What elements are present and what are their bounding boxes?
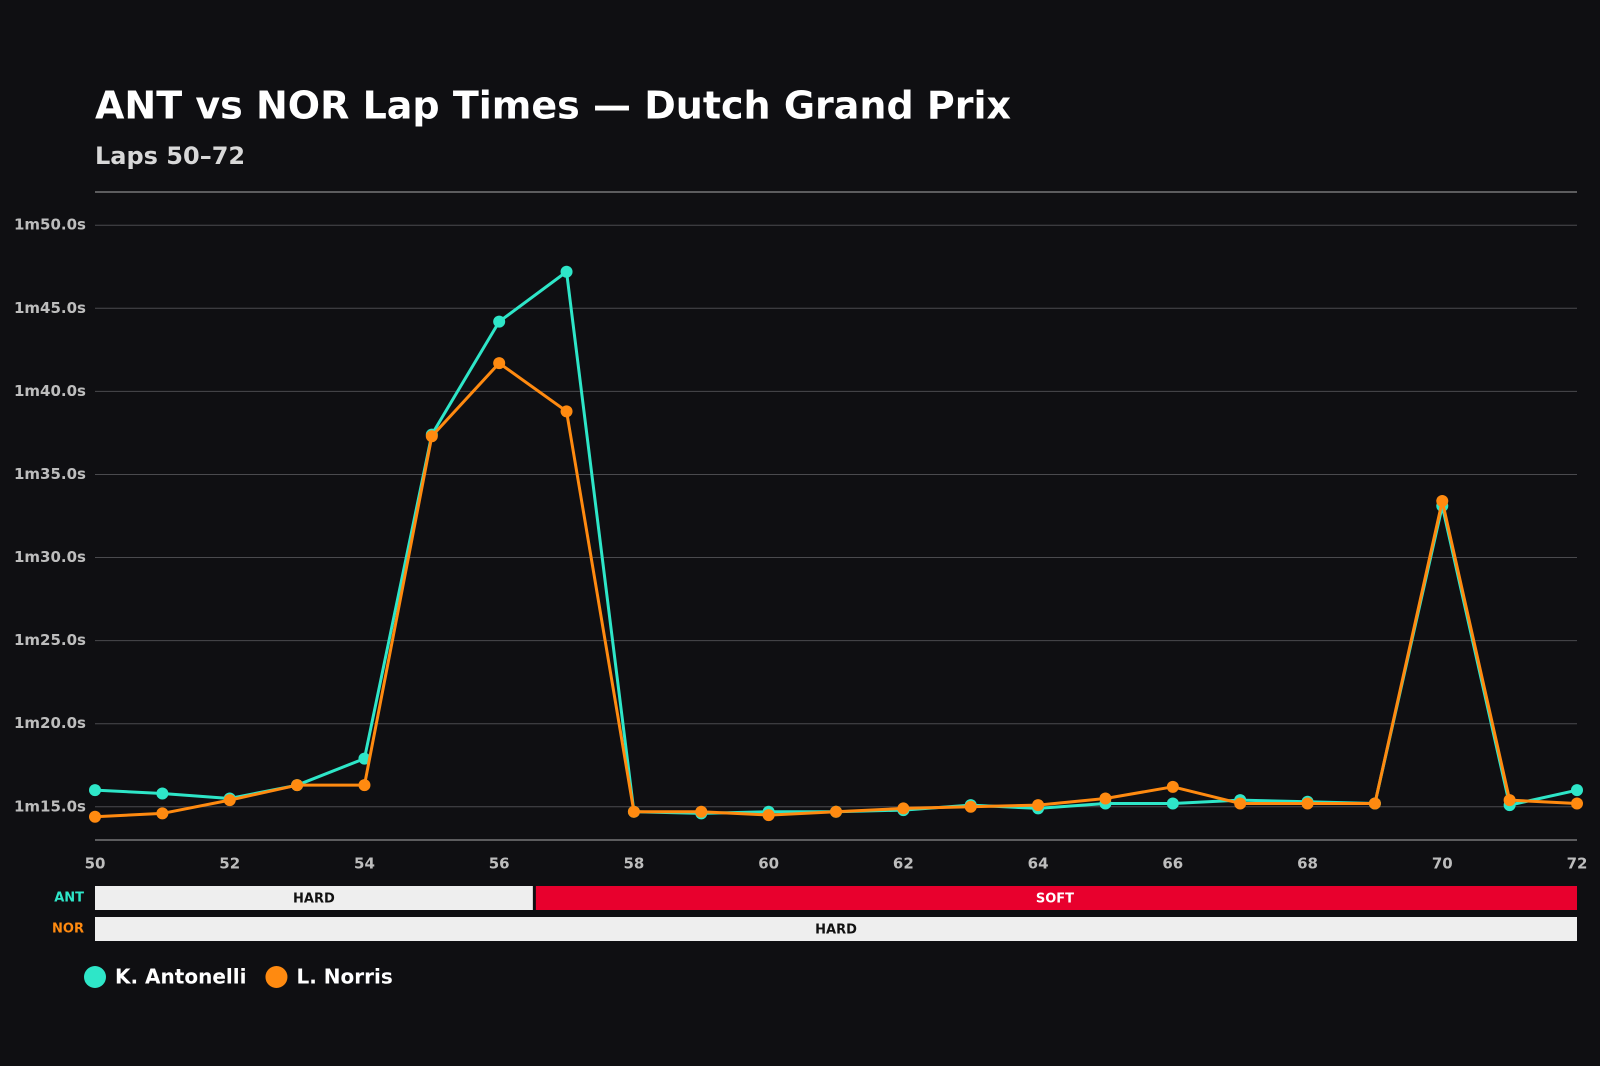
data-point (1436, 495, 1449, 508)
data-point (830, 805, 842, 818)
data-point (1166, 780, 1179, 793)
tyre-stint (95, 886, 533, 910)
x-tick-label: 58 (623, 855, 644, 873)
data-point (1166, 797, 1179, 810)
data-point (1503, 794, 1516, 807)
data-point (156, 787, 169, 800)
x-tick-label: 70 (1432, 855, 1453, 873)
tyre-row-label: NOR (52, 922, 84, 937)
chart-subtitle: Laps 50–72 (95, 142, 245, 170)
x-tick-label: 54 (354, 855, 375, 873)
y-tick-label: 1m20.0s (14, 714, 86, 732)
x-tick-label: 60 (758, 855, 779, 873)
legend-swatch (265, 966, 288, 988)
data-point (627, 805, 640, 818)
data-point (1368, 797, 1381, 810)
x-tick-label: 56 (489, 855, 510, 873)
data-point (89, 810, 101, 823)
chart-title: ANT vs NOR Lap Times — Dutch Grand Prix (95, 84, 1011, 128)
tyre-stint (95, 917, 1577, 941)
tyre-compound: HARD (293, 892, 335, 907)
data-point (1301, 797, 1314, 810)
data-point (560, 265, 573, 278)
y-tick-label: 1m50.0s (14, 216, 86, 234)
data-point (358, 779, 371, 792)
tyre-stint (535, 886, 1577, 910)
data-point (964, 800, 977, 813)
data-point (493, 315, 506, 328)
data-point (493, 357, 506, 370)
legend-label: L. Norris (296, 965, 392, 989)
data-point (762, 809, 775, 822)
legend-swatch (84, 966, 106, 988)
data-point (223, 794, 236, 807)
data-point (156, 807, 169, 820)
data-point (1234, 797, 1247, 810)
x-tick-label: 72 (1567, 855, 1588, 873)
data-point (897, 802, 910, 815)
data-point (1571, 784, 1583, 797)
tyre-compound: SOFT (1036, 892, 1074, 907)
x-tick-label: 66 (1162, 855, 1183, 873)
y-tick-label: 1m15.0s (14, 797, 86, 815)
data-point (1571, 797, 1583, 810)
y-tick-label: 1m35.0s (14, 465, 86, 483)
data-point (560, 405, 573, 418)
x-tick-label: 52 (219, 855, 240, 873)
data-point (358, 752, 371, 765)
data-point (89, 784, 101, 797)
y-tick-label: 1m45.0s (14, 299, 86, 317)
data-point (1099, 792, 1112, 805)
x-tick-label: 68 (1297, 855, 1318, 873)
legend-label: K. Antonelli (115, 965, 246, 989)
tyre-row-label: ANT (54, 891, 84, 906)
data-point (291, 779, 304, 792)
x-tick-label: 50 (85, 855, 106, 873)
data-point (695, 805, 708, 818)
y-tick-label: 1m40.0s (14, 382, 86, 400)
data-point (1032, 799, 1045, 812)
tyre-compound: HARD (815, 923, 857, 938)
x-tick-label: 64 (1028, 855, 1049, 873)
y-tick-label: 1m30.0s (14, 548, 86, 566)
data-point (425, 430, 438, 443)
x-tick-label: 62 (893, 855, 914, 873)
y-tick-label: 1m25.0s (14, 631, 86, 649)
